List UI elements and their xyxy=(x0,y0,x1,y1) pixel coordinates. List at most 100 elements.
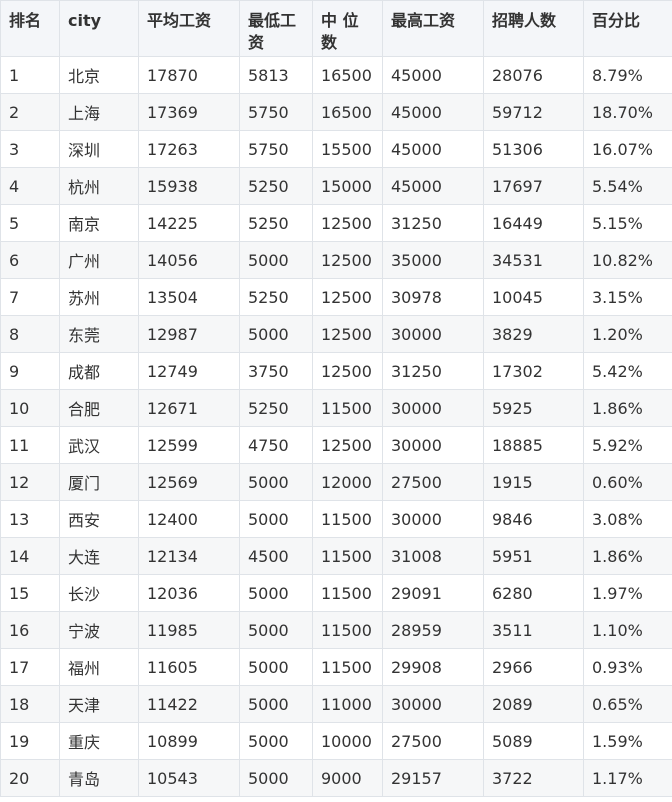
cell-rank: 3 xyxy=(0,130,60,168)
cell-percent: 5.54% xyxy=(583,167,672,205)
cell-job-count: 5925 xyxy=(483,389,584,427)
table-row: 16 宁波 11985 5000 11500 28959 3511 1.10% xyxy=(0,611,672,649)
cell-city: 大连 xyxy=(59,537,139,575)
cell-rank: 9 xyxy=(0,352,60,390)
header-min-salary: 最低工资 xyxy=(239,0,313,57)
cell-percent: 18.70% xyxy=(583,93,672,131)
header-row: 排名 city 平均工资 最低工资 中 位数 最高工资 招聘人数 百分比 xyxy=(0,0,672,57)
cell-city: 杭州 xyxy=(59,167,139,205)
cell-percent: 1.97% xyxy=(583,574,672,612)
cell-avg-salary: 15938 xyxy=(138,167,240,205)
cell-avg-salary: 10899 xyxy=(138,722,240,760)
cell-median: 16500 xyxy=(312,93,383,131)
cell-city: 西安 xyxy=(59,500,139,538)
table-row: 10 合肥 12671 5250 11500 30000 5925 1.86% xyxy=(0,389,672,427)
cell-avg-salary: 12036 xyxy=(138,574,240,612)
cell-city: 长沙 xyxy=(59,574,139,612)
cell-rank: 8 xyxy=(0,315,60,353)
cell-min-salary: 5000 xyxy=(239,315,313,353)
cell-min-salary: 5000 xyxy=(239,463,313,501)
cell-city: 苏州 xyxy=(59,278,139,316)
cell-city: 武汉 xyxy=(59,426,139,464)
cell-median: 11500 xyxy=(312,500,383,538)
cell-rank: 17 xyxy=(0,648,60,686)
header-city: city xyxy=(59,0,139,57)
table-row: 15 长沙 12036 5000 11500 29091 6280 1.97% xyxy=(0,574,672,612)
table-header: 排名 city 平均工资 最低工资 中 位数 最高工资 招聘人数 百分比 xyxy=(0,0,672,57)
cell-job-count: 59712 xyxy=(483,93,584,131)
cell-median: 11000 xyxy=(312,685,383,723)
cell-job-count: 10045 xyxy=(483,278,584,316)
table-row: 8 东莞 12987 5000 12500 30000 3829 1.20% xyxy=(0,315,672,353)
cell-job-count: 6280 xyxy=(483,574,584,612)
cell-city: 青岛 xyxy=(59,759,139,797)
table-row: 20 青岛 10543 5000 9000 29157 3722 1.17% xyxy=(0,759,672,797)
cell-percent: 5.92% xyxy=(583,426,672,464)
cell-percent: 1.86% xyxy=(583,389,672,427)
cell-median: 12000 xyxy=(312,463,383,501)
cell-median: 11500 xyxy=(312,537,383,575)
cell-city: 东莞 xyxy=(59,315,139,353)
cell-percent: 10.82% xyxy=(583,241,672,279)
cell-max-salary: 30000 xyxy=(382,389,484,427)
cell-max-salary: 27500 xyxy=(382,722,484,760)
cell-max-salary: 29091 xyxy=(382,574,484,612)
cell-percent: 0.93% xyxy=(583,648,672,686)
cell-city: 广州 xyxy=(59,241,139,279)
cell-job-count: 2966 xyxy=(483,648,584,686)
cell-avg-salary: 11422 xyxy=(138,685,240,723)
cell-rank: 14 xyxy=(0,537,60,575)
cell-median: 12500 xyxy=(312,426,383,464)
cell-job-count: 5951 xyxy=(483,537,584,575)
cell-city: 重庆 xyxy=(59,722,139,760)
table-body: 1 北京 17870 5813 16500 45000 28076 8.79% 2 上海 17369… xyxy=(0,56,672,797)
cell-job-count: 16449 xyxy=(483,204,584,242)
cell-min-salary: 5000 xyxy=(239,722,313,760)
table-row: 6 广州 14056 5000 12500 35000 34531 10.82% xyxy=(0,241,672,279)
table-row: 11 武汉 12599 4750 12500 30000 18885 5.92% xyxy=(0,426,672,464)
cell-min-salary: 5250 xyxy=(239,167,313,205)
cell-avg-salary: 17263 xyxy=(138,130,240,168)
cell-min-salary: 5750 xyxy=(239,130,313,168)
cell-percent: 5.15% xyxy=(583,204,672,242)
cell-min-salary: 5000 xyxy=(239,648,313,686)
cell-max-salary: 27500 xyxy=(382,463,484,501)
cell-percent: 8.79% xyxy=(583,56,672,94)
cell-job-count: 3829 xyxy=(483,315,584,353)
cell-avg-salary: 12671 xyxy=(138,389,240,427)
cell-min-salary: 5250 xyxy=(239,278,313,316)
cell-min-salary: 5000 xyxy=(239,611,313,649)
cell-avg-salary: 17369 xyxy=(138,93,240,131)
cell-avg-salary: 12599 xyxy=(138,426,240,464)
table-row: 18 天津 11422 5000 11000 30000 2089 0.65% xyxy=(0,685,672,723)
cell-rank: 7 xyxy=(0,278,60,316)
header-job-count: 招聘人数 xyxy=(483,0,584,57)
cell-percent: 5.42% xyxy=(583,352,672,390)
cell-city: 南京 xyxy=(59,204,139,242)
cell-min-salary: 5250 xyxy=(239,204,313,242)
header-avg-salary: 平均工资 xyxy=(138,0,240,57)
cell-rank: 11 xyxy=(0,426,60,464)
cell-avg-salary: 13504 xyxy=(138,278,240,316)
cell-min-salary: 5250 xyxy=(239,389,313,427)
cell-min-salary: 5750 xyxy=(239,93,313,131)
cell-percent: 1.20% xyxy=(583,315,672,353)
table-row: 2 上海 17369 5750 16500 45000 59712 18.70% xyxy=(0,93,672,131)
cell-percent: 16.07% xyxy=(583,130,672,168)
cell-city: 北京 xyxy=(59,56,139,94)
cell-min-salary: 3750 xyxy=(239,352,313,390)
cell-median: 10000 xyxy=(312,722,383,760)
cell-job-count: 5089 xyxy=(483,722,584,760)
cell-max-salary: 35000 xyxy=(382,241,484,279)
cell-median: 16500 xyxy=(312,56,383,94)
cell-min-salary: 4750 xyxy=(239,426,313,464)
cell-min-salary: 4500 xyxy=(239,537,313,575)
cell-median: 12500 xyxy=(312,241,383,279)
table-row: 9 成都 12749 3750 12500 31250 17302 5.42% xyxy=(0,352,672,390)
cell-percent: 1.59% xyxy=(583,722,672,760)
cell-rank: 16 xyxy=(0,611,60,649)
table-row: 14 大连 12134 4500 11500 31008 5951 1.86% xyxy=(0,537,672,575)
cell-job-count: 17697 xyxy=(483,167,584,205)
cell-median: 15500 xyxy=(312,130,383,168)
